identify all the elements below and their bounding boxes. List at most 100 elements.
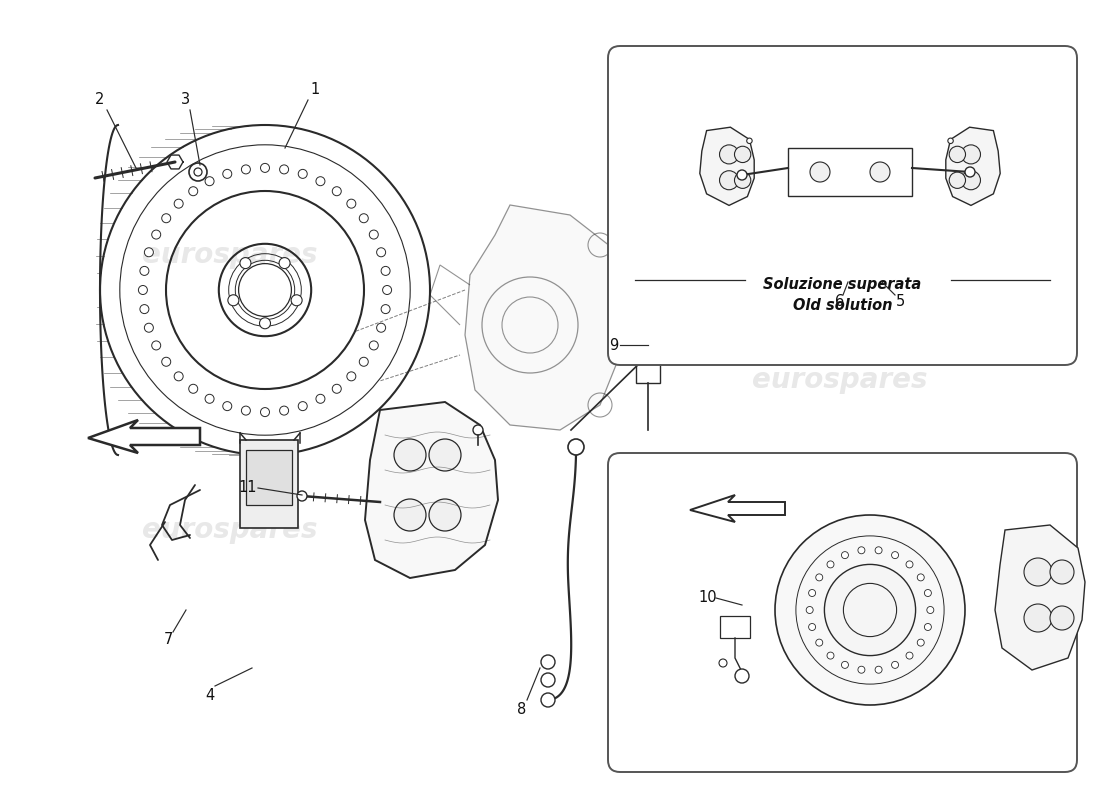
Circle shape <box>1024 604 1052 632</box>
Text: 2: 2 <box>96 93 104 107</box>
Circle shape <box>961 170 980 190</box>
Circle shape <box>292 294 302 306</box>
Circle shape <box>806 606 813 614</box>
Circle shape <box>370 230 378 239</box>
Circle shape <box>541 673 556 687</box>
Circle shape <box>241 165 251 174</box>
Circle shape <box>1024 558 1052 586</box>
Circle shape <box>824 565 915 656</box>
Circle shape <box>139 286 147 294</box>
Circle shape <box>152 230 161 239</box>
Text: 3: 3 <box>180 93 189 107</box>
Circle shape <box>949 172 966 188</box>
Circle shape <box>541 655 556 669</box>
Bar <box>240 440 298 528</box>
Circle shape <box>858 546 865 554</box>
Circle shape <box>205 394 214 403</box>
Circle shape <box>261 408 270 417</box>
Circle shape <box>906 652 913 659</box>
Circle shape <box>241 406 251 415</box>
Polygon shape <box>365 402 498 578</box>
Circle shape <box>298 170 307 178</box>
Circle shape <box>735 146 751 162</box>
Circle shape <box>810 162 830 182</box>
Circle shape <box>541 693 556 707</box>
Polygon shape <box>700 127 755 206</box>
Circle shape <box>870 162 890 182</box>
Circle shape <box>858 666 865 674</box>
Text: 5: 5 <box>895 294 904 310</box>
Circle shape <box>240 258 251 269</box>
Bar <box>246 450 292 505</box>
Circle shape <box>223 170 232 178</box>
Circle shape <box>162 214 170 222</box>
Text: 6: 6 <box>835 294 845 310</box>
Circle shape <box>827 561 834 568</box>
Circle shape <box>189 163 207 181</box>
Circle shape <box>376 248 386 257</box>
FancyBboxPatch shape <box>608 46 1077 365</box>
Circle shape <box>370 341 378 350</box>
Text: eurospares: eurospares <box>142 241 318 269</box>
Circle shape <box>917 639 924 646</box>
Circle shape <box>381 305 390 314</box>
Text: 11: 11 <box>239 481 257 495</box>
Text: 1: 1 <box>310 82 320 98</box>
Text: Old solution: Old solution <box>793 298 892 313</box>
Circle shape <box>279 165 288 174</box>
Text: Soluzione superata: Soluzione superata <box>763 278 922 293</box>
Circle shape <box>381 266 390 275</box>
Circle shape <box>360 214 368 222</box>
Circle shape <box>346 372 355 381</box>
Circle shape <box>1050 606 1074 630</box>
Circle shape <box>735 669 749 683</box>
Circle shape <box>298 402 307 410</box>
Circle shape <box>842 662 848 668</box>
Circle shape <box>924 623 932 630</box>
Circle shape <box>144 323 153 332</box>
Circle shape <box>892 552 899 558</box>
Circle shape <box>906 561 913 568</box>
Text: 8: 8 <box>517 702 527 718</box>
Circle shape <box>144 248 153 257</box>
Circle shape <box>279 258 290 269</box>
Circle shape <box>223 402 232 410</box>
Circle shape <box>316 177 324 186</box>
Text: eurospares: eurospares <box>752 366 927 394</box>
Text: 4: 4 <box>206 687 214 702</box>
Circle shape <box>140 266 148 275</box>
FancyBboxPatch shape <box>608 453 1077 772</box>
Circle shape <box>737 170 747 180</box>
Bar <box>788 148 912 196</box>
Circle shape <box>174 199 184 208</box>
Circle shape <box>261 163 270 172</box>
Circle shape <box>376 323 386 332</box>
Circle shape <box>189 384 198 394</box>
Circle shape <box>140 305 148 314</box>
Circle shape <box>816 574 823 581</box>
Circle shape <box>735 172 751 188</box>
Circle shape <box>473 425 483 435</box>
Circle shape <box>747 138 752 143</box>
Circle shape <box>228 294 239 306</box>
Circle shape <box>394 499 426 531</box>
Circle shape <box>917 574 924 581</box>
Circle shape <box>279 406 288 415</box>
Circle shape <box>816 639 823 646</box>
Circle shape <box>949 146 966 162</box>
Circle shape <box>297 491 307 501</box>
Circle shape <box>719 145 738 164</box>
Text: 7: 7 <box>163 633 173 647</box>
Circle shape <box>876 546 882 554</box>
Polygon shape <box>88 420 200 453</box>
Circle shape <box>260 318 271 329</box>
Polygon shape <box>996 525 1085 670</box>
Text: eurospares: eurospares <box>142 516 318 544</box>
Circle shape <box>162 358 170 366</box>
Circle shape <box>961 145 980 164</box>
Text: 9: 9 <box>609 338 618 353</box>
Circle shape <box>346 199 355 208</box>
Circle shape <box>924 590 932 597</box>
Circle shape <box>394 439 426 471</box>
Circle shape <box>152 341 161 350</box>
